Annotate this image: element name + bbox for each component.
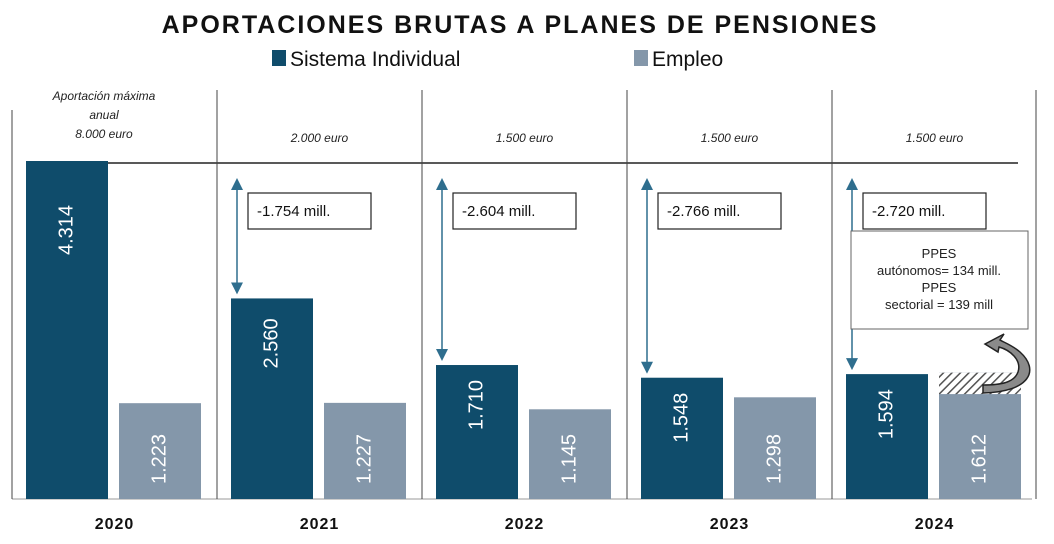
data-label: 2.560: [260, 318, 282, 368]
max-contribution-label: 1.500 euro: [496, 131, 554, 145]
legend-label-individual: Sistema Individual: [290, 48, 460, 71]
drop-label: -1.754 mill.: [257, 203, 330, 220]
bar-empleo: [119, 403, 201, 499]
x-tick-label: 2023: [710, 516, 750, 533]
bar-empleo: [324, 402, 406, 499]
bar-individual: [231, 298, 313, 499]
data-label: 4.314: [55, 205, 77, 255]
bar-individual: [26, 161, 108, 499]
ppes-note-line: sectorial = 139 mill: [885, 297, 993, 312]
data-label: 1.710: [465, 380, 487, 430]
chart-title: APORTACIONES BRUTAS A PLANES DE PENSIONE…: [162, 11, 879, 39]
drop-box: [862, 192, 987, 230]
max-contribution-label: 1.500 euro: [906, 131, 964, 145]
data-label: 1.594: [875, 389, 897, 439]
x-tick-label: 2021: [300, 516, 340, 533]
data-label: 1.612: [968, 434, 990, 484]
ppes-note-line: PPES: [922, 246, 957, 261]
bar-individual: [641, 377, 723, 499]
max-contribution-label: 2.000 euro: [290, 131, 349, 145]
drop-box: [657, 192, 782, 230]
drop-label: -2.720 mill.: [872, 203, 945, 220]
data-label: 1.145: [558, 434, 580, 484]
drop-box: [247, 192, 372, 230]
legend-swatch-individual: [272, 50, 286, 66]
max-contribution-label: 1.500 euro: [701, 131, 759, 145]
ppes-note-box: [850, 230, 1029, 330]
x-tick-label: 2022: [505, 516, 545, 533]
x-tick-label: 2020: [95, 516, 135, 533]
drop-label: -2.766 mill.: [667, 203, 740, 220]
max-caption-line1: Aportación máxima: [52, 89, 156, 103]
max-caption-line2: anual: [89, 108, 119, 122]
max-contribution-label: 8.000 euro: [75, 127, 133, 141]
data-label: 1.227: [353, 434, 375, 484]
drop-box: [452, 192, 577, 230]
drop-label: -2.604 mill.: [462, 203, 535, 220]
legend-label-empleo: Empleo: [652, 48, 723, 71]
legend-swatch-empleo: [634, 50, 648, 66]
data-label: 1.548: [670, 393, 692, 443]
x-tick-label: 2024: [915, 516, 955, 533]
bar-empleo: [529, 409, 611, 499]
data-label: 1.223: [148, 434, 170, 484]
data-label: 1.298: [763, 434, 785, 484]
bar-individual: [846, 374, 928, 499]
bar-empleo: [734, 397, 816, 499]
ppes-note-line: PPES: [922, 280, 957, 295]
bar-individual: [436, 365, 518, 499]
ppes-note-line: autónomos= 134 mill.: [877, 263, 1001, 278]
curved-arrow-icon: [982, 333, 1031, 394]
